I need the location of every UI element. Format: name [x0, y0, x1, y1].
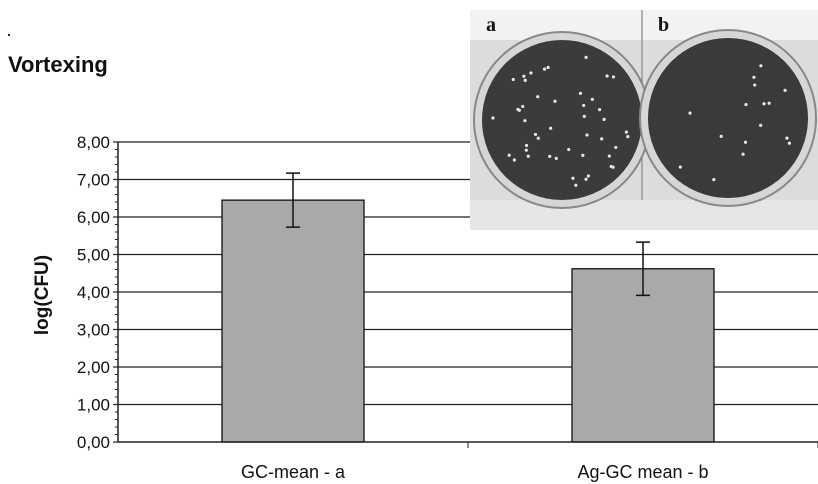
colony-dot [536, 136, 540, 140]
colony-dot [607, 154, 611, 158]
photo-top-strip [470, 10, 818, 40]
colony-dot [574, 183, 578, 187]
plate-b-agar [648, 38, 808, 198]
colony-dot [743, 140, 748, 144]
colony-dot [549, 126, 553, 130]
colony-dot [626, 135, 630, 139]
colony-dot [597, 108, 602, 112]
colony-dot [785, 136, 789, 140]
colony-dot [507, 153, 511, 157]
colony-dot [526, 154, 530, 158]
y-tick-label: 4,00 [77, 283, 110, 302]
colony-dot [584, 177, 588, 181]
colony-dot [767, 101, 771, 105]
colony-dot [759, 64, 763, 68]
bar [221, 199, 365, 443]
y-tick-label: 2,00 [77, 358, 110, 377]
colony-dot [712, 178, 716, 182]
colony-dot [753, 83, 757, 87]
colony-dot [602, 117, 606, 121]
inset-label-a: a [486, 14, 496, 36]
colony-dot [605, 74, 609, 78]
colony-dot [524, 143, 529, 148]
colony-dot [783, 88, 787, 92]
colony-dot [546, 65, 550, 70]
plate-b-colonies [678, 64, 791, 182]
colony-dot [578, 91, 583, 95]
y-axis-label: log(CFU) [32, 255, 53, 335]
colony-dot [678, 165, 682, 169]
y-tick-label: 1,00 [77, 396, 110, 415]
colony-dot [744, 102, 748, 107]
colony-dot [582, 114, 586, 118]
bars [221, 199, 715, 443]
colony-dot [688, 111, 692, 115]
colony-dot [554, 156, 558, 160]
colony-dot [611, 165, 615, 169]
colony-dot [585, 133, 589, 137]
bar [571, 268, 715, 443]
y-tick-label: 6,00 [77, 208, 110, 227]
stray-dot [8, 34, 10, 36]
colony-dot [529, 71, 533, 75]
x-category-label: Ag-GC mean - b [577, 462, 708, 482]
colony-dot [624, 130, 628, 134]
colony-dot [614, 145, 618, 150]
colony-dot [536, 95, 540, 99]
colony-dot [571, 176, 575, 180]
y-tick-label: 8,00 [77, 133, 110, 152]
colony-dot [787, 141, 791, 145]
colony-dot [533, 132, 538, 137]
colony-dot [567, 147, 571, 152]
colony-dot [762, 102, 766, 106]
plate-photo-inset: a b [470, 10, 818, 230]
colony-dot [741, 152, 745, 156]
colony-dot [512, 158, 516, 162]
colony-dot [582, 103, 586, 108]
inset-label-b: b [658, 14, 669, 36]
colony-dot [523, 119, 527, 123]
colony-dot [590, 97, 594, 102]
colony-dot [752, 75, 756, 79]
colony-dot [524, 148, 528, 152]
colony-dot [511, 77, 515, 82]
plate-a-agar [482, 40, 642, 200]
colony-dot [719, 134, 723, 138]
y-tick-labels: 0,00 1,00 2,00 3,00 4,00 5,00 6,00 7,00 8,00 [77, 133, 110, 452]
error-bars [286, 172, 650, 297]
colony-dot [548, 154, 552, 158]
y-tick-label: 7,00 [77, 171, 110, 190]
colony-dot [611, 75, 616, 79]
chart-title: Vortexing [8, 52, 108, 77]
photo-bottom-strip [470, 200, 818, 230]
y-tick-label: 0,00 [77, 433, 110, 452]
colony-dot [553, 99, 557, 103]
y-tick-label: 3,00 [77, 321, 110, 340]
x-category-labels: GC-mean - a Ag-GC mean - b [241, 462, 709, 482]
plate-a-colonies [491, 55, 630, 187]
y-tick-label: 5,00 [77, 246, 110, 265]
colony-dot [581, 153, 585, 157]
colony-dot [586, 174, 590, 178]
colony-dot [521, 104, 525, 109]
colony-dot [516, 107, 520, 112]
colony-dot [759, 123, 763, 127]
x-category-label: GC-mean - a [241, 462, 346, 482]
colony-dot [522, 74, 526, 78]
colony-dot [584, 55, 588, 59]
axes [113, 141, 818, 448]
colony-dot [491, 116, 495, 120]
colony-dot [542, 67, 547, 71]
colony-dot [523, 78, 527, 82]
colony-dot [600, 137, 604, 141]
